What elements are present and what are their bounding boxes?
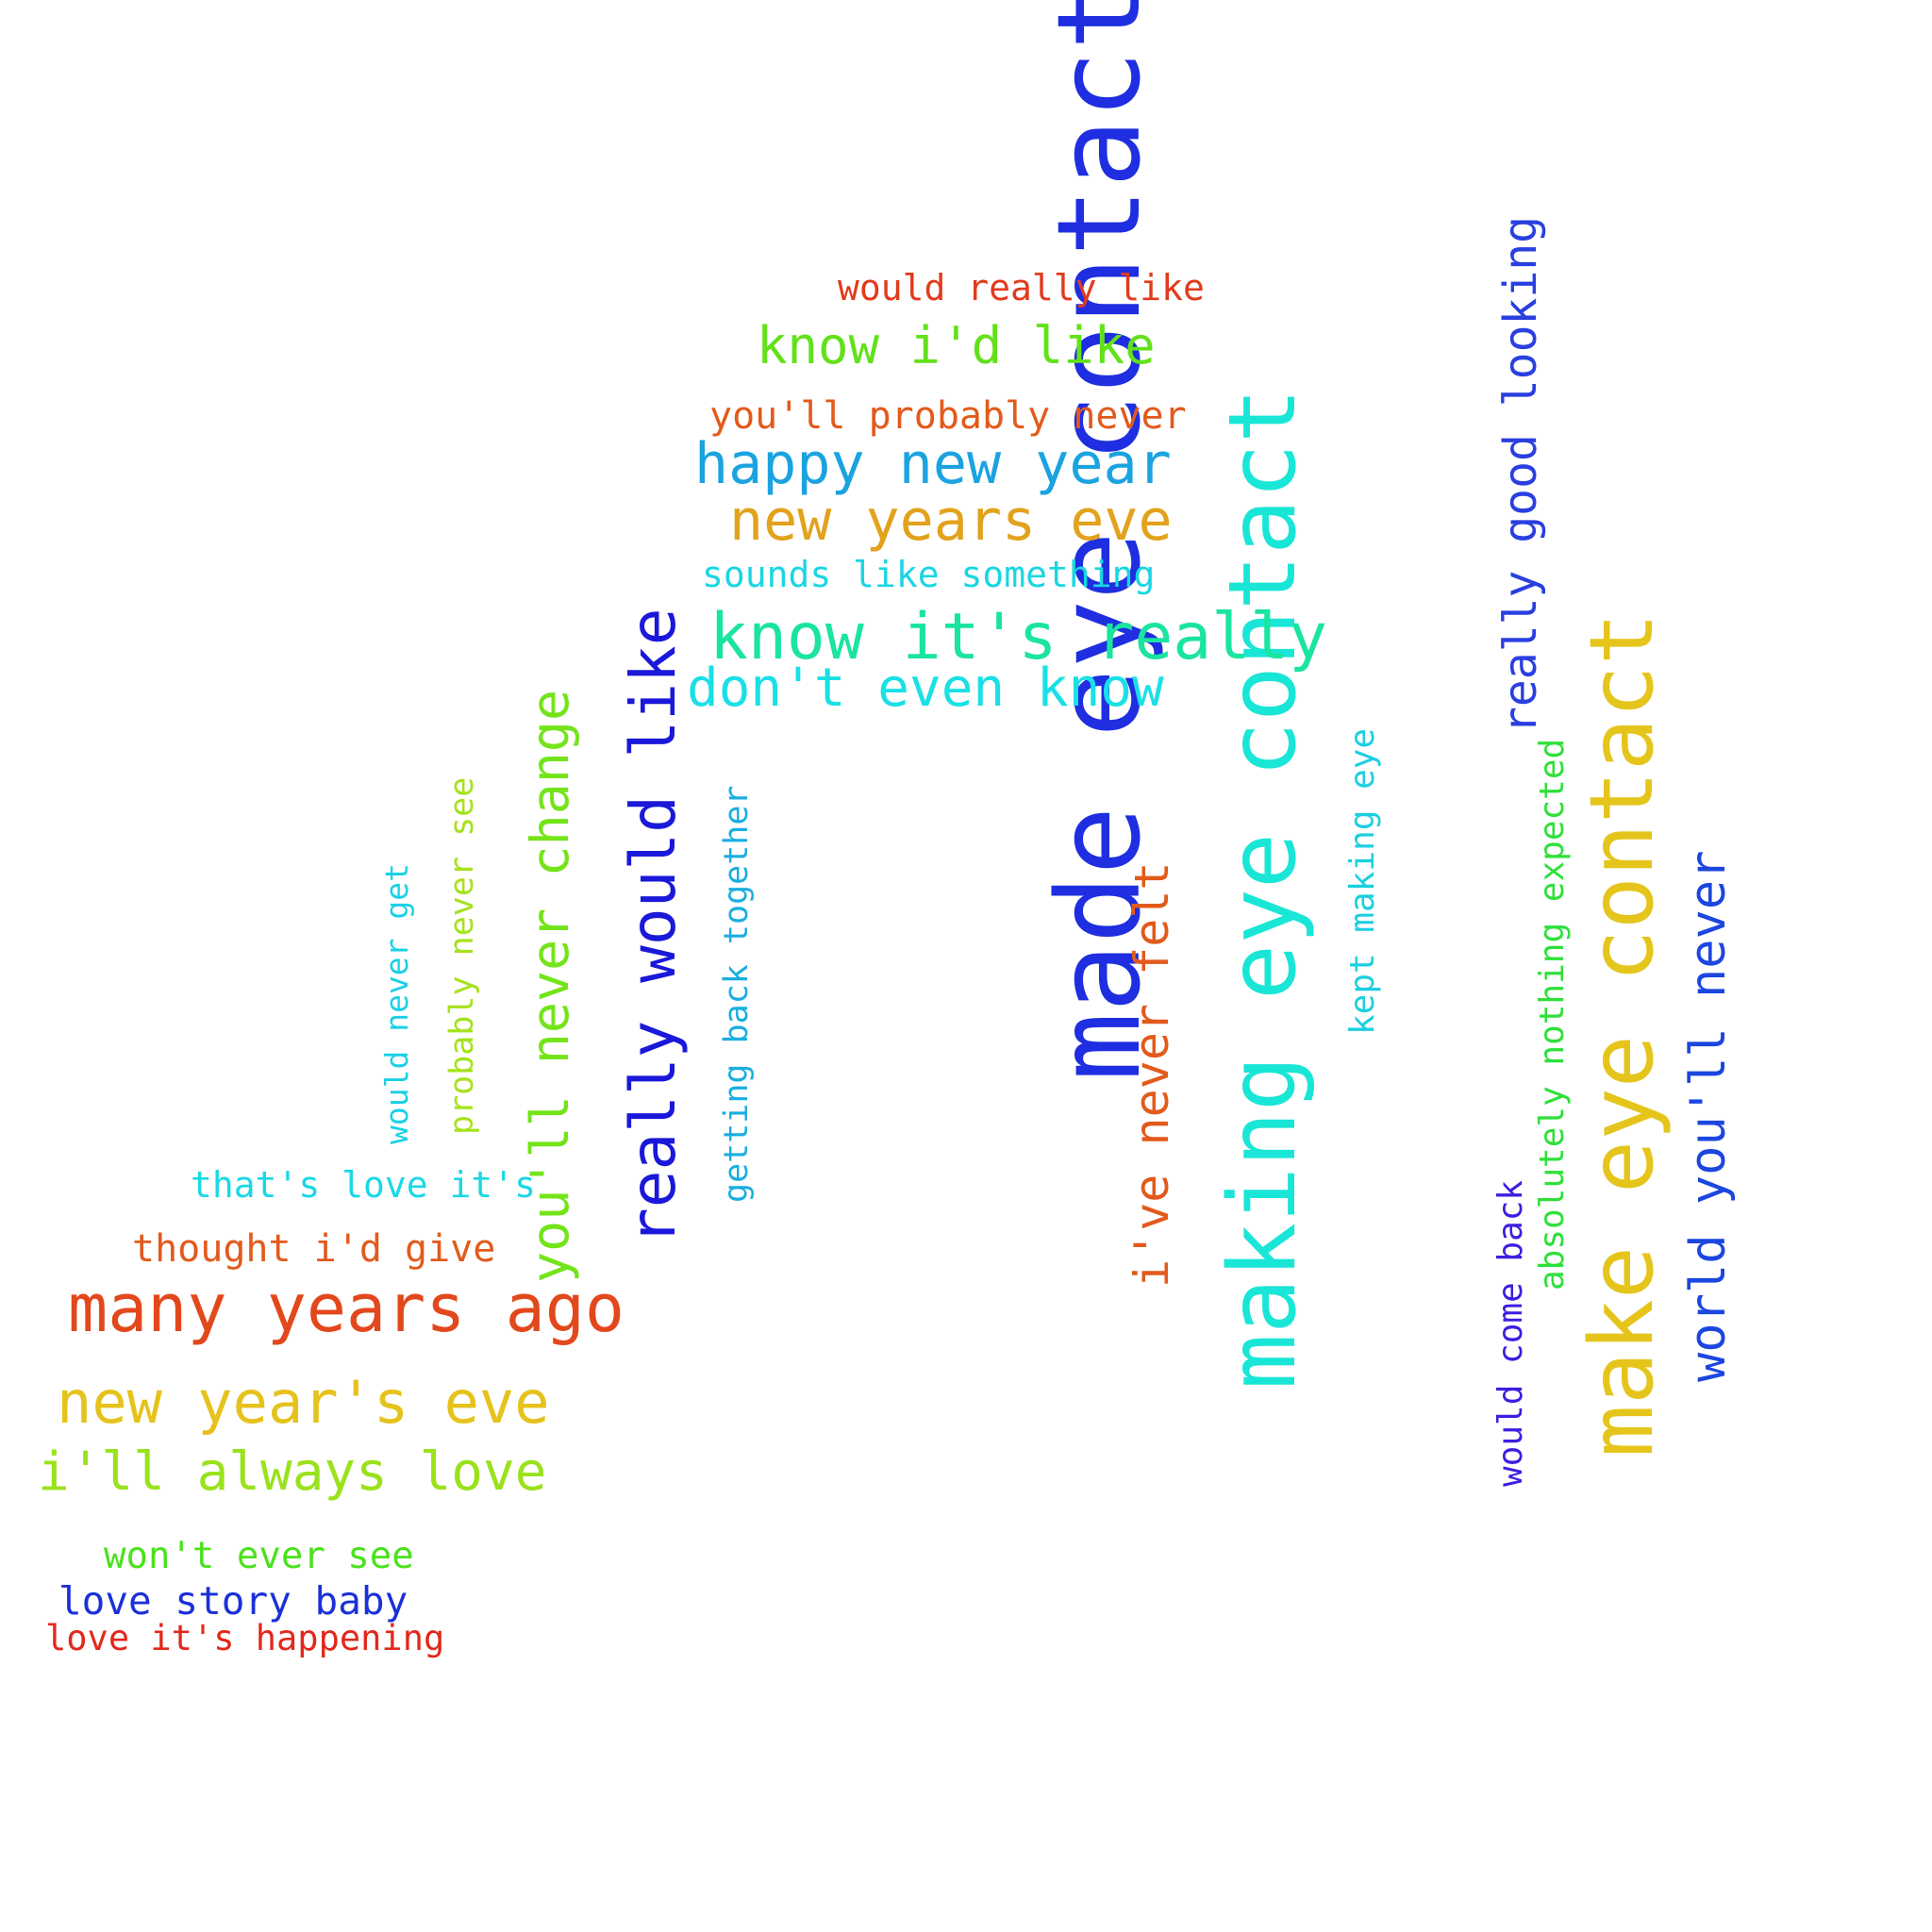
word-probably-never-see: probably never see (443, 776, 481, 1135)
word-know-id-like: know i'd like (757, 316, 1156, 375)
word-absolutely-nothing-expected: absolutely nothing expected (1533, 738, 1572, 1291)
word-would-come-back: would come back (1491, 1179, 1530, 1487)
word-make-eye-contact: make eye contact (1571, 612, 1673, 1457)
word-world-youll-never: world you'll never (1680, 850, 1737, 1382)
word-sounds-like-something: sounds like something (702, 554, 1156, 595)
word-thought-id-give: thought i'd give (132, 1227, 496, 1271)
word-many-years-ago: many years ago (68, 1270, 625, 1347)
word-love-story-baby: love story baby (58, 1578, 408, 1624)
word-ill-always-love: i'll always love (38, 1441, 547, 1503)
word-new-years-eve-2: new year's eve (57, 1368, 550, 1437)
word-would-never-get: would never get (378, 862, 415, 1144)
word-dont-even-know: don't even know (687, 658, 1164, 719)
word-really-would-like: really would like (617, 608, 690, 1245)
word-love-its-happening: love it's happening (45, 1618, 445, 1658)
word-know-its-really: know it's really (709, 600, 1328, 675)
word-wont-ever-see: won't ever see (104, 1535, 414, 1577)
word-new-years-eve: new years eve (729, 488, 1173, 554)
word-thats-love-its: that's love it's (191, 1164, 537, 1206)
word-ive-never-felt: i've never felt (1124, 861, 1179, 1288)
word-happy-new-year: happy new year (694, 431, 1172, 497)
word-really-good-looking: really good looking (1494, 215, 1547, 734)
word-making-eye-contact: making eye contact (1209, 387, 1317, 1390)
word-would-really-like: would really like (838, 267, 1205, 308)
word-youll-probably-never: you'll probably never (709, 394, 1187, 438)
word-kept-making-eye: kept making eye (1343, 727, 1382, 1035)
word-getting-back-together: getting back together (718, 785, 756, 1203)
